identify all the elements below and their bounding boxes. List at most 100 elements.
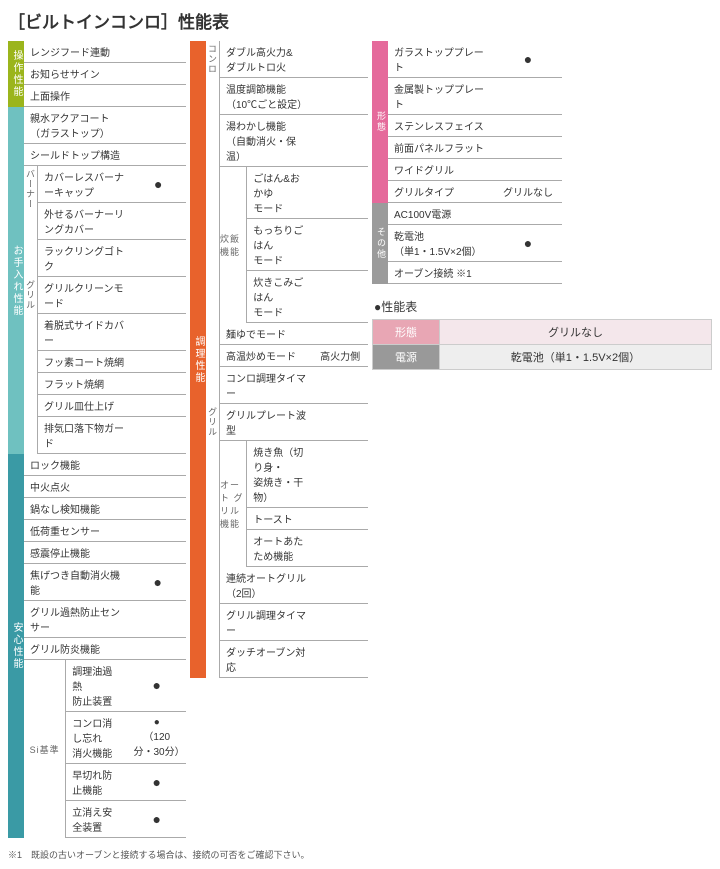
group-stove: コンロ ダブル高火力& ダブルトロ火温度調節機能 （10℃ごと設定）湯わかし機能… xyxy=(206,41,368,404)
table-stove-mid: 麺ゆでモード高温炒めモード高火力側コンロ調理タイマー xyxy=(220,323,368,404)
table-row: ワイドグリル xyxy=(388,159,562,181)
spec-label: フラット焼網 xyxy=(38,373,132,395)
spec-label: ガラストッププレート xyxy=(388,41,494,78)
spec-label: AC100V電源 xyxy=(388,203,494,225)
group-si: Si基準 調理油過熱 防止装置●コンロ消し忘れ 消火機能● （120分・30分）… xyxy=(24,660,186,838)
table-row: コンロ調理タイマー xyxy=(220,367,368,404)
table-row: もっちりごはん モード xyxy=(247,219,368,271)
table-row: 乾電池 （単1・1.5V×2個）● xyxy=(388,225,562,262)
group-auto: オート グリル 機能 焼き魚（切り身・ 姿焼き・干物）トーストオートあたため機能 xyxy=(220,441,368,567)
group-maint-grill: グリル グリルクリーンモード着脱式サイドカバーフッ素コート焼網フラット焼網グリル… xyxy=(24,277,186,454)
table-row: 着脱式サイドカバー xyxy=(38,314,186,351)
spec-value xyxy=(312,323,368,345)
spec-label: グリル皿仕上げ xyxy=(38,395,132,417)
spec-label: ステンレスフェイス xyxy=(388,115,494,137)
table-operate: レンジフード連動お知らせサイン上面操作 xyxy=(24,41,186,107)
spec-label: 麺ゆでモード xyxy=(220,323,312,345)
table-row: 焦げつき自動消火機能● xyxy=(24,564,186,601)
footnote: ※1 既設の古いオーブンと接続する場合は、接続の可否をご確認下さい。 xyxy=(8,848,712,861)
spec-value xyxy=(494,137,562,159)
tab-cook: 調理性能 xyxy=(190,41,206,678)
table-row: 上面操作 xyxy=(24,85,186,107)
spec-label: 鍋なし検知機能 xyxy=(24,498,129,520)
table-auto: 焼き魚（切り身・ 姿焼き・干物）トーストオートあたため機能 xyxy=(247,441,368,567)
table-burner: カバーレスバーナーキャップ●外せるバーナーリングカバーラックリングゴトク xyxy=(38,166,186,277)
subtab-cook-grill: グリル xyxy=(206,404,220,678)
spec-value xyxy=(129,542,186,564)
spec-label: 外せるバーナーリングカバー xyxy=(38,203,131,240)
table-row: 立消え安全装置● xyxy=(66,801,186,838)
table-row: 排気口落下物ガード xyxy=(38,417,186,454)
table-si: 調理油過熱 防止装置●コンロ消し忘れ 消火機能● （120分・30分）早切れ防止… xyxy=(66,660,186,838)
spec-value xyxy=(316,78,368,115)
col1-tabs: 操作性能 お手入れ性能 安心性能 xyxy=(8,41,24,838)
spec-value xyxy=(316,41,368,78)
table-row: コンロ消し忘れ 消火機能● （120分・30分） xyxy=(66,712,186,764)
spec-value xyxy=(132,373,186,395)
spec-value xyxy=(315,567,368,604)
table-row: 高温炒めモード高火力側 xyxy=(220,345,368,367)
subtab-si: Si基準 xyxy=(24,660,66,838)
group-rice: 炊飯 機能 ごはん&おかゆ モードもっちりごはん モード炊きこみごはん モード xyxy=(220,167,368,323)
spec-value xyxy=(314,404,368,441)
table-form: ガラストッププレート●金属製トッププレートステンレスフェイス前面パネルフラットワ… xyxy=(388,41,562,203)
spec-value xyxy=(312,367,368,404)
col1: 操作性能 お手入れ性能 安心性能 レンジフード連動お知らせサイン上面操作 親水ア… xyxy=(8,41,186,838)
spec-value xyxy=(494,78,562,115)
table-row: お知らせサイン xyxy=(24,63,186,85)
table-row: AC100V電源 xyxy=(388,203,562,225)
subtab-maint-grill: グリル xyxy=(24,277,38,454)
spec-label: 着脱式サイドカバー xyxy=(38,314,132,351)
spec-label: 中火点火 xyxy=(24,476,129,498)
table-row: ガラストッププレート● xyxy=(388,41,562,78)
tab-form: 形態 xyxy=(372,41,388,203)
spec-label: 炊きこみごはん モード xyxy=(247,271,315,323)
spec-label: シールドトップ構造 xyxy=(24,144,132,166)
spec-label: ごはん&おかゆ モード xyxy=(247,167,315,219)
summary-h2: 電源 xyxy=(373,345,440,370)
spec-label: 上面操作 xyxy=(24,85,131,107)
table-row: トースト xyxy=(247,508,368,530)
spec-value xyxy=(494,115,562,137)
spec-label: オートあたため機能 xyxy=(247,530,316,567)
spec-value: ● （120分・30分） xyxy=(127,712,186,764)
spec-label: お知らせサイン xyxy=(24,63,131,85)
columns: 操作性能 お手入れ性能 安心性能 レンジフード連動お知らせサイン上面操作 親水ア… xyxy=(8,41,712,838)
spec-label: ラックリングゴトク xyxy=(38,240,131,277)
spec-value xyxy=(129,638,186,660)
spec-value xyxy=(131,85,186,107)
spec-value xyxy=(315,604,368,641)
spec-label: 前面パネルフラット xyxy=(388,137,494,159)
title-prefix: ［ビルトインコンロ］ xyxy=(8,13,178,32)
group-burner: バーナー カバーレスバーナーキャップ●外せるバーナーリングカバーラックリングゴト… xyxy=(24,166,186,277)
col1-body: レンジフード連動お知らせサイン上面操作 親水アクアコート（ガラストップ）シールド… xyxy=(24,41,186,838)
table-row: ステンレスフェイス xyxy=(388,115,562,137)
spec-value xyxy=(131,203,186,240)
spec-label: ダッチオーブン対応 xyxy=(220,641,315,678)
spec-value: ● xyxy=(129,564,186,601)
table-safety: ロック機能中火点火鍋なし検知機能低荷重センサー感震停止機能焦げつき自動消火機能●… xyxy=(24,454,186,660)
table-row: 湯わかし機能 （自動消火・保温） xyxy=(220,115,368,167)
spec-label: カバーレスバーナーキャップ xyxy=(38,166,131,203)
table-row: カバーレスバーナーキャップ● xyxy=(38,166,186,203)
table-row: 低荷重センサー xyxy=(24,520,186,542)
spec-value xyxy=(494,262,562,284)
table-row: 外せるバーナーリングカバー xyxy=(38,203,186,240)
spec-value xyxy=(315,271,368,323)
col3: 形態 その他 ガラストッププレート●金属製トッププレートステンレスフェイス前面パ… xyxy=(372,41,712,284)
table-row: フッ素コート焼網 xyxy=(38,351,186,373)
spec-value xyxy=(132,417,186,454)
table-row: 焼き魚（切り身・ 姿焼き・干物） xyxy=(247,441,368,508)
table-row: シールドトップ構造 xyxy=(24,144,186,166)
spec-label: 焼き魚（切り身・ 姿焼き・干物） xyxy=(247,441,316,508)
spec-value: ● xyxy=(494,41,562,78)
spec-value: ● xyxy=(127,660,186,712)
table-row: グリルタイプグリルなし xyxy=(388,181,562,203)
table-maint-top: 親水アクアコート（ガラストップ）シールドトップ構造 xyxy=(24,107,186,166)
table-row: 電源 乾電池（単1・1.5V×2個） xyxy=(373,345,712,370)
table-row: オートあたため機能 xyxy=(247,530,368,567)
spec-label: 焦げつき自動消火機能 xyxy=(24,564,129,601)
spec-label: ワイドグリル xyxy=(388,159,494,181)
table-row: 感震停止機能 xyxy=(24,542,186,564)
spec-value xyxy=(129,601,186,638)
